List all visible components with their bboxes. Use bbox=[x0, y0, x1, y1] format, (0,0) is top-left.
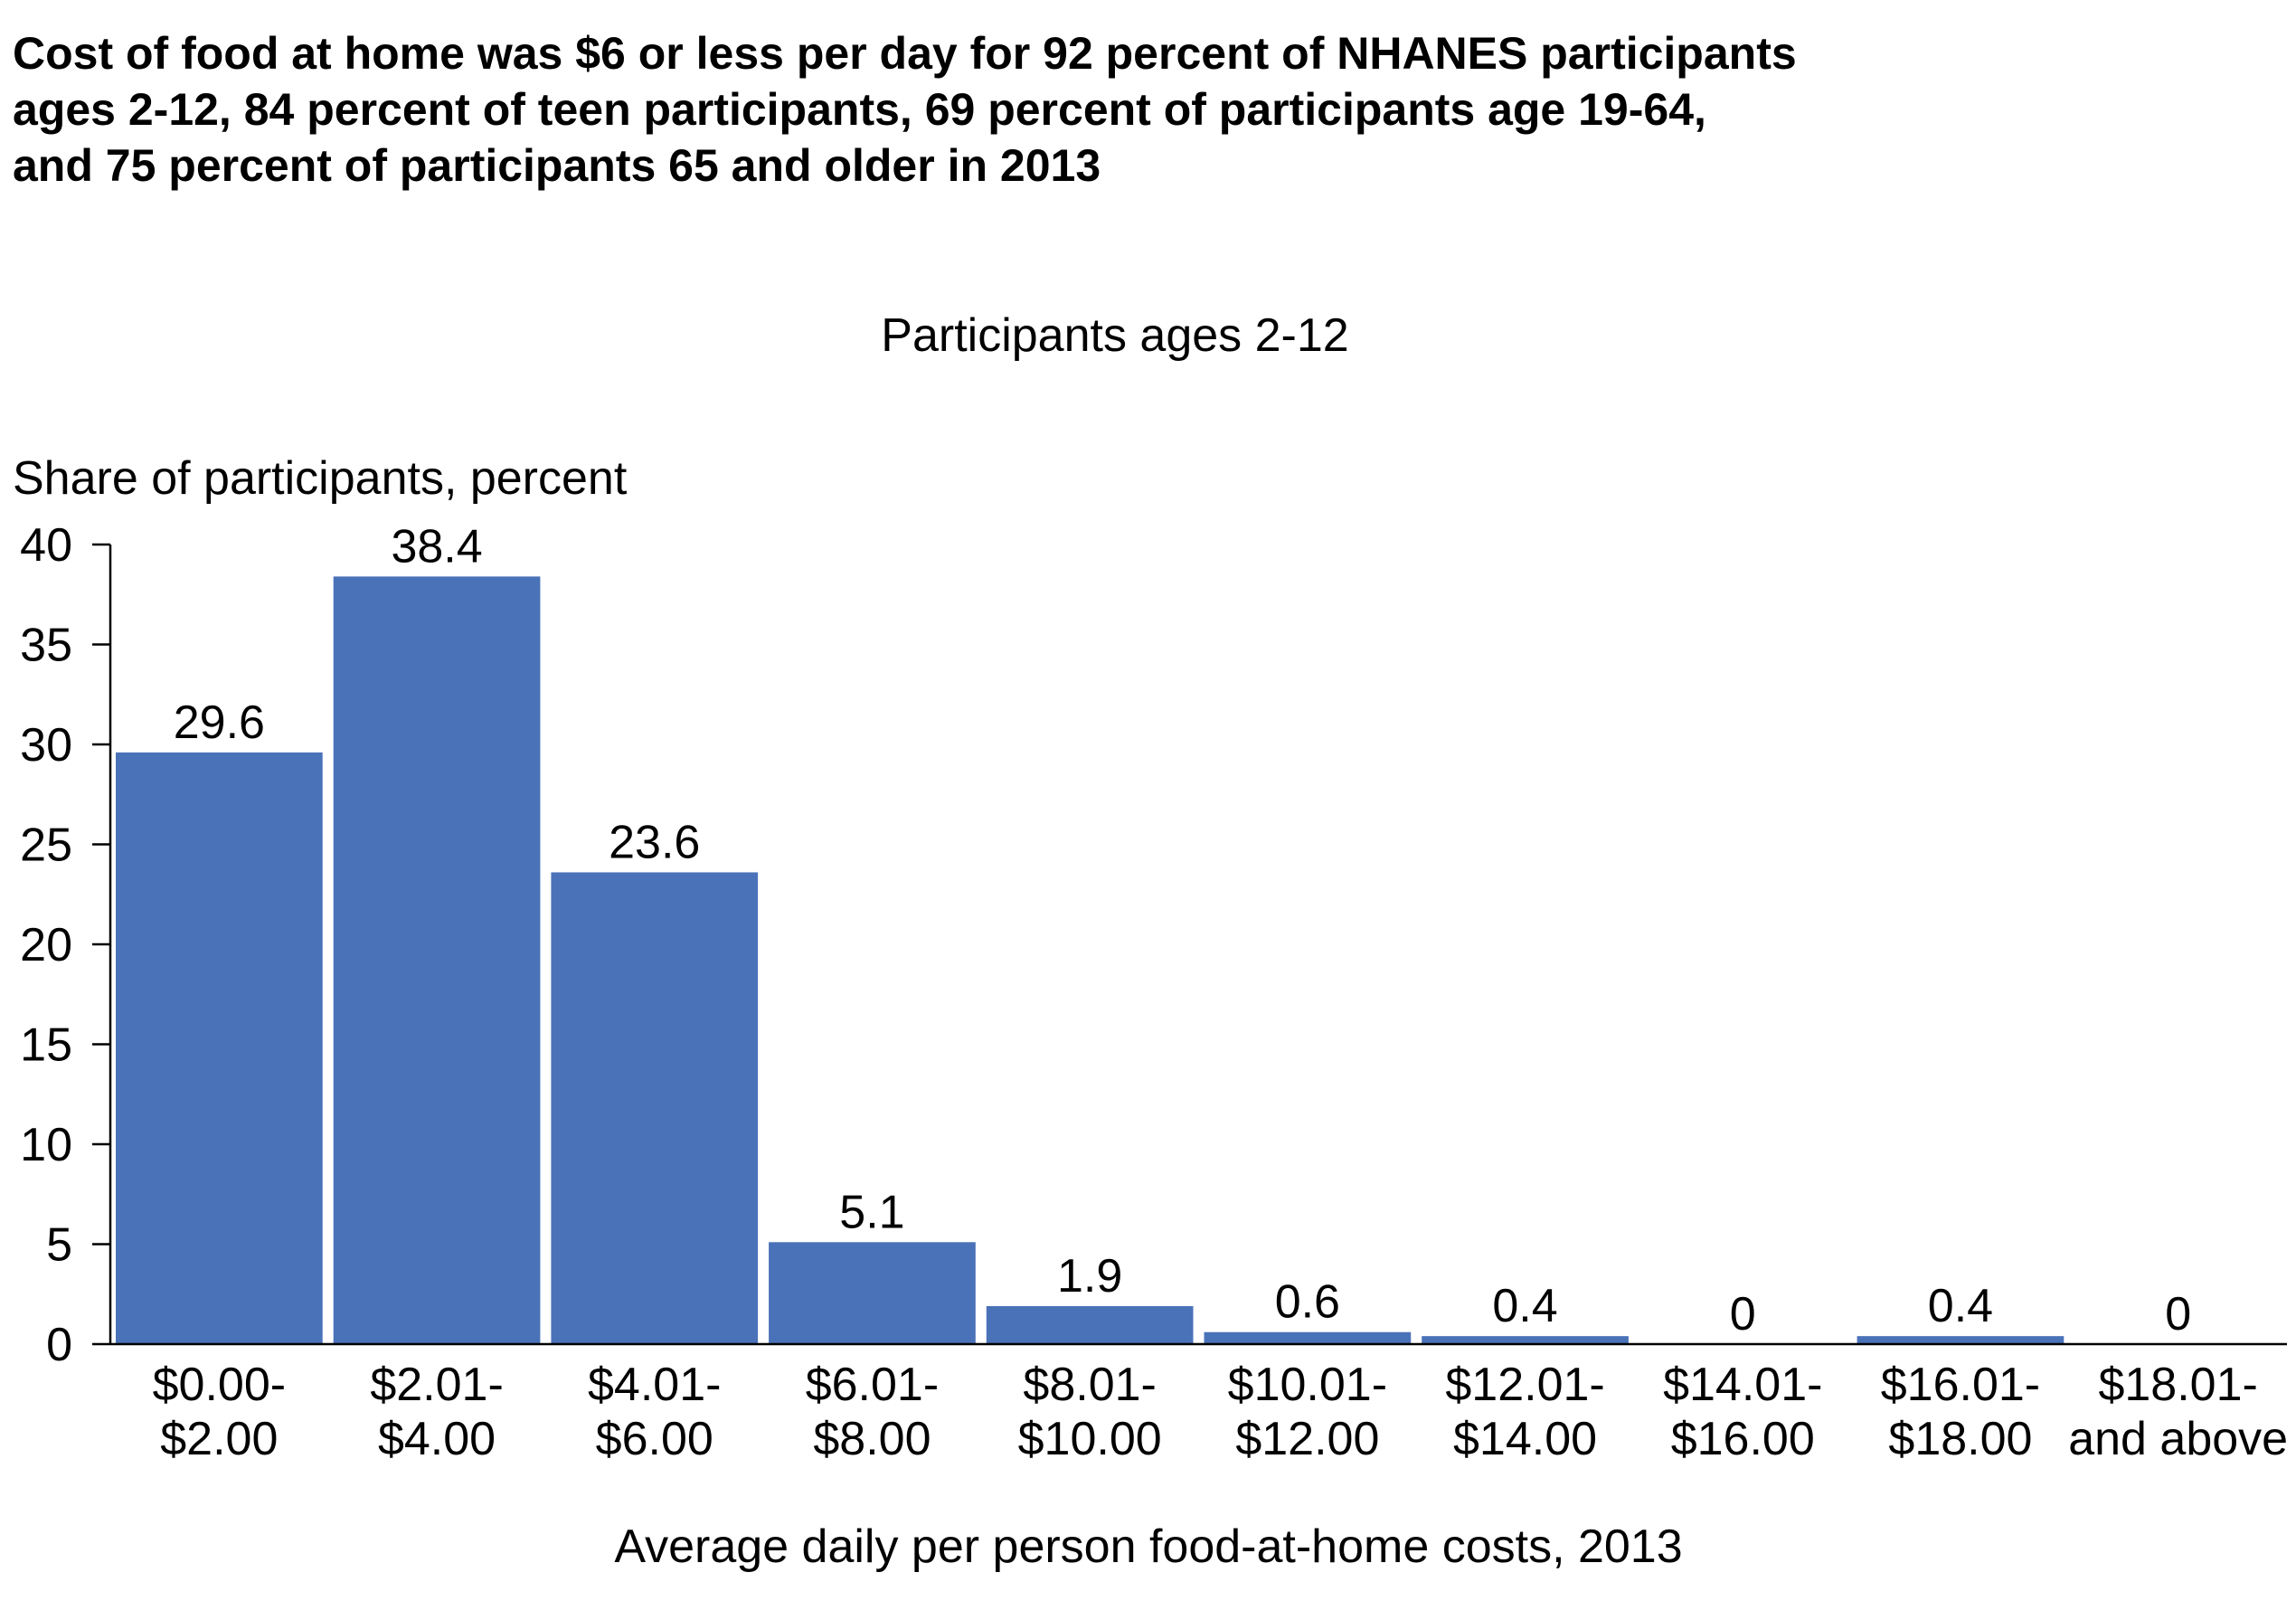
bar bbox=[1422, 1336, 1629, 1344]
x-tick-label: $2.00 bbox=[160, 1413, 278, 1465]
y-tick-label: 5 bbox=[46, 1219, 72, 1272]
bar bbox=[986, 1306, 1194, 1344]
y-tick-label: 40 bbox=[20, 519, 72, 572]
bar bbox=[333, 576, 541, 1344]
y-tick-label: 0 bbox=[46, 1319, 72, 1371]
y-tick-label: 30 bbox=[20, 719, 72, 772]
x-tick-label: $10.00 bbox=[1018, 1413, 1162, 1465]
chart-title: Participants ages 2-12 bbox=[881, 309, 1348, 362]
x-tick-label: $16.01- bbox=[1881, 1359, 2040, 1411]
x-tick-label: $18.01- bbox=[2098, 1359, 2257, 1411]
y-tick-label: 25 bbox=[20, 819, 72, 872]
bar-value-label: 38.4 bbox=[391, 520, 482, 573]
x-tick-label: $8.00 bbox=[813, 1413, 931, 1465]
x-tick-label: $14.01- bbox=[1663, 1359, 1822, 1411]
bar-value-label: 5.1 bbox=[839, 1186, 904, 1238]
bar-value-label: 29.6 bbox=[174, 696, 265, 749]
bar-value-label: 23.6 bbox=[609, 816, 700, 868]
bar bbox=[1204, 1331, 1412, 1344]
x-tick-label: $12.00 bbox=[1235, 1413, 1379, 1465]
headline-line-2: ages 2-12, 84 percent of teen participan… bbox=[13, 84, 1706, 135]
y-axis: 0 5 10 15 20 25 30 35 40 bbox=[20, 519, 110, 1371]
x-tick-label: $12.01- bbox=[1445, 1359, 1604, 1411]
x-tick-label: $4.01- bbox=[588, 1359, 721, 1411]
bars bbox=[116, 576, 2065, 1344]
bar-value-label: 0 bbox=[2165, 1288, 2191, 1340]
x-tick-label: $6.00 bbox=[596, 1413, 713, 1465]
bar-value-label: 0.6 bbox=[1275, 1276, 1340, 1329]
x-tick-label: $18.00 bbox=[1888, 1413, 2032, 1465]
y-tick-label: 15 bbox=[20, 1019, 72, 1072]
x-tick-label: $4.00 bbox=[378, 1413, 496, 1465]
bar-value-label: 0.4 bbox=[1492, 1280, 1557, 1332]
headline-line-3: and 75 percent of participants 65 and ol… bbox=[13, 140, 1101, 191]
bar-value-label: 1.9 bbox=[1057, 1250, 1122, 1303]
x-tick-label: and above bbox=[2068, 1413, 2288, 1465]
headline: Cost of food at home was $6 or less per … bbox=[13, 25, 2255, 194]
bar-value-label: 0 bbox=[1730, 1288, 1756, 1340]
value-labels: 29.6 38.4 23.6 5.1 1.9 0.6 0.4 0 0.4 0 bbox=[174, 520, 2191, 1340]
x-tick-label: $16.00 bbox=[1671, 1413, 1815, 1465]
y-axis-label: Share of participants, percent bbox=[13, 452, 628, 505]
x-axis-label: Average daily per person food-at-home co… bbox=[614, 1520, 1682, 1573]
y-tick-label: 35 bbox=[20, 620, 72, 672]
x-tick-label: $8.01- bbox=[1023, 1359, 1156, 1411]
x-tick-label: $10.01- bbox=[1228, 1359, 1387, 1411]
x-tick-label: $14.00 bbox=[1453, 1413, 1597, 1465]
headline-line-1: Cost of food at home was $6 or less per … bbox=[13, 28, 1797, 79]
x-axis: $0.00-$2.00$2.01-$4.00$4.01-$6.00$6.01-$… bbox=[153, 1359, 2288, 1465]
x-tick-label: $6.01- bbox=[806, 1359, 939, 1411]
bar-value-label: 0.4 bbox=[1928, 1280, 1993, 1332]
bar bbox=[116, 752, 323, 1344]
y-tick-label: 10 bbox=[20, 1119, 72, 1171]
bar bbox=[1857, 1336, 2065, 1344]
x-tick-label: $2.01- bbox=[370, 1359, 503, 1411]
x-tick-label: $0.00- bbox=[153, 1359, 286, 1411]
bar bbox=[551, 872, 759, 1344]
bar bbox=[769, 1242, 976, 1344]
y-tick-label: 20 bbox=[20, 919, 72, 971]
